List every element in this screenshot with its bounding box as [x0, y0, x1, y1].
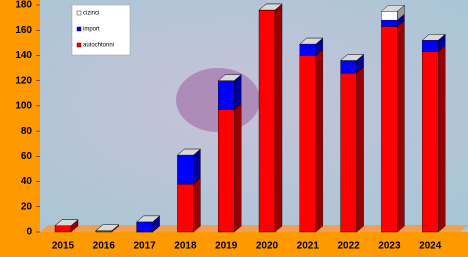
bar-segment — [422, 46, 445, 232]
y-tick-label: 160 — [15, 25, 32, 36]
y-tick-label: 60 — [21, 151, 33, 162]
y-tick-label: 20 — [21, 201, 33, 212]
bar-segment — [177, 178, 200, 232]
bar-side — [234, 104, 241, 232]
x-tick-label: 2020 — [256, 241, 279, 252]
chart: autochtonni import cizinci 0 20 40 60 80 100 120… — [0, 0, 468, 257]
bar-front — [341, 60, 357, 73]
x-tick-label: 2018 — [174, 241, 197, 252]
bar-front — [422, 52, 438, 232]
bar-segment — [300, 49, 323, 232]
bar-segment — [341, 67, 364, 232]
bar-side — [357, 67, 364, 232]
legend: autochtonni import cizinci — [72, 5, 130, 55]
bar-segment — [218, 104, 241, 232]
bar-side — [438, 46, 445, 232]
bar-segment — [259, 4, 282, 232]
x-tick-label: 2017 — [133, 241, 156, 252]
bar-front — [422, 40, 438, 51]
y-tick-label: 80 — [21, 126, 33, 137]
y-tick-label: 140 — [15, 50, 32, 61]
bar-side — [275, 4, 282, 232]
bar-front — [177, 184, 193, 232]
legend-swatch — [77, 43, 81, 47]
legend-swatch — [77, 11, 81, 15]
bar-front — [177, 155, 193, 184]
y-tick-label: 120 — [15, 75, 32, 86]
bar-front — [218, 110, 234, 232]
legend-label: import — [83, 27, 100, 33]
legend-swatch — [77, 27, 81, 31]
y-tick-label: 40 — [21, 176, 33, 187]
x-tick-label: 2016 — [93, 241, 116, 252]
bar-front — [55, 226, 71, 232]
bar-side — [316, 49, 323, 232]
bar-front — [259, 10, 275, 232]
bar-front — [381, 20, 397, 26]
x-tick-label: 2022 — [337, 241, 360, 252]
bar-front — [300, 44, 316, 55]
bar-segment — [381, 20, 404, 232]
bar-side — [397, 20, 404, 232]
x-tick-label: 2015 — [52, 241, 75, 252]
legend-label: autochtonni — [83, 43, 114, 49]
bar-front — [381, 11, 397, 20]
bar-front — [218, 81, 234, 110]
x-tick-label: 2019 — [215, 241, 238, 252]
y-tick-label: 180 — [15, 0, 32, 11]
x-tick-label: 2024 — [419, 241, 442, 252]
bar-front — [381, 26, 397, 232]
bar-front — [300, 55, 316, 232]
y-tick-label: 100 — [15, 101, 32, 112]
x-tick-label: 2021 — [297, 241, 320, 252]
legend-label: cizinci — [83, 11, 99, 17]
y-tick-label: 0 — [26, 227, 32, 238]
x-tick-label: 2023 — [378, 241, 401, 252]
bar-side — [193, 178, 200, 232]
bar-front — [137, 222, 153, 232]
bar-front — [341, 73, 357, 232]
